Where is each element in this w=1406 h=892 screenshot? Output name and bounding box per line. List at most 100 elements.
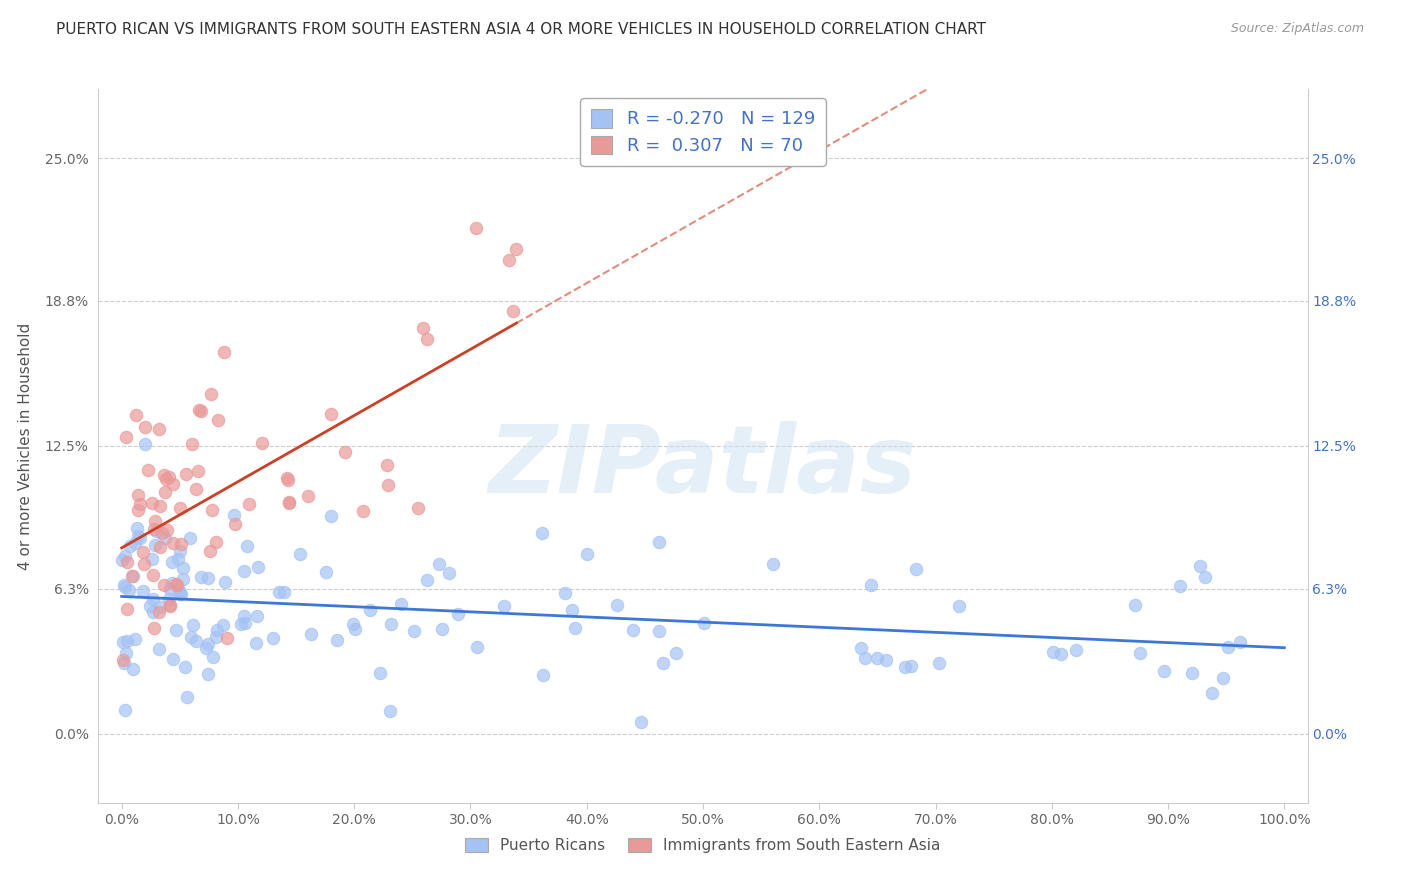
- Point: [148, 605, 170, 619]
- Point: [412, 321, 434, 335]
- Point: [665, 646, 688, 660]
- Point: [1181, 666, 1204, 681]
- Point: [200, 544, 222, 558]
- Point: [111, 553, 134, 567]
- Point: [621, 623, 644, 637]
- Point: [693, 615, 716, 630]
- Point: [201, 502, 224, 516]
- Point: [1189, 558, 1212, 573]
- Point: [124, 536, 146, 550]
- Point: [928, 656, 950, 670]
- Point: [277, 473, 299, 487]
- Point: [246, 559, 269, 574]
- Point: [1050, 647, 1073, 661]
- Point: [531, 668, 554, 682]
- Point: [430, 622, 453, 636]
- Point: [853, 651, 876, 665]
- Point: [866, 650, 889, 665]
- Point: [342, 616, 364, 631]
- Point: [204, 630, 226, 644]
- Point: [142, 621, 165, 635]
- Point: [142, 592, 165, 607]
- Point: [197, 571, 219, 585]
- Point: [359, 603, 381, 617]
- Point: [1194, 570, 1216, 584]
- Point: [134, 557, 156, 571]
- Point: [250, 435, 273, 450]
- Point: [245, 635, 267, 649]
- Point: [165, 576, 187, 591]
- Point: [297, 489, 319, 503]
- Point: [166, 552, 188, 566]
- Point: [378, 704, 401, 718]
- Point: [114, 703, 136, 717]
- Point: [319, 509, 342, 524]
- Point: [201, 650, 224, 665]
- Point: [170, 587, 193, 601]
- Point: [606, 598, 628, 612]
- Point: [1218, 640, 1240, 654]
- Point: [875, 652, 897, 666]
- Point: [1042, 645, 1064, 659]
- Y-axis label: 4 or more Vehicles in Household: 4 or more Vehicles in Household: [18, 322, 34, 570]
- Point: [186, 634, 208, 648]
- Point: [212, 344, 235, 359]
- Point: [1064, 643, 1087, 657]
- Point: [127, 521, 149, 535]
- Point: [179, 532, 201, 546]
- Point: [187, 464, 209, 478]
- Point: [269, 585, 291, 599]
- Point: [155, 472, 177, 486]
- Point: [576, 548, 599, 562]
- Point: [1129, 646, 1152, 660]
- Point: [233, 609, 256, 624]
- Point: [118, 539, 141, 553]
- Point: [288, 547, 311, 561]
- Point: [134, 420, 156, 434]
- Point: [238, 497, 260, 511]
- Point: [1168, 579, 1191, 593]
- Point: [173, 660, 195, 674]
- Point: [299, 627, 322, 641]
- Point: [172, 561, 194, 575]
- Point: [142, 568, 165, 582]
- Point: [197, 666, 219, 681]
- Point: [194, 640, 217, 655]
- Point: [142, 605, 165, 619]
- Point: [276, 471, 298, 485]
- Point: [152, 578, 174, 592]
- Point: [112, 578, 135, 592]
- Point: [233, 615, 256, 630]
- Point: [380, 616, 402, 631]
- Point: [159, 599, 181, 613]
- Point: [505, 242, 527, 256]
- Point: [904, 562, 927, 576]
- Point: [167, 582, 190, 597]
- Point: [224, 508, 246, 523]
- Legend: Puerto Ricans, Immigrants from South Eastern Asia: Puerto Ricans, Immigrants from South Eas…: [458, 832, 948, 859]
- Point: [389, 597, 412, 611]
- Point: [122, 569, 145, 583]
- Text: ZIPatlas: ZIPatlas: [489, 421, 917, 514]
- Point: [169, 544, 191, 558]
- Point: [315, 565, 337, 579]
- Point: [325, 632, 347, 647]
- Point: [172, 572, 194, 586]
- Point: [319, 407, 342, 421]
- Point: [236, 539, 259, 553]
- Point: [160, 555, 183, 569]
- Point: [231, 616, 253, 631]
- Point: [114, 580, 136, 594]
- Point: [197, 637, 219, 651]
- Text: PUERTO RICAN VS IMMIGRANTS FROM SOUTH EASTERN ASIA 4 OR MORE VEHICLES IN HOUSEHO: PUERTO RICAN VS IMMIGRANTS FROM SOUTH EA…: [56, 22, 986, 37]
- Point: [128, 531, 150, 545]
- Point: [156, 523, 179, 537]
- Point: [124, 409, 146, 423]
- Point: [143, 538, 166, 552]
- Point: [186, 482, 208, 496]
- Point: [115, 634, 138, 648]
- Point: [159, 582, 181, 596]
- Point: [169, 501, 191, 516]
- Point: [124, 632, 146, 646]
- Point: [1201, 686, 1223, 700]
